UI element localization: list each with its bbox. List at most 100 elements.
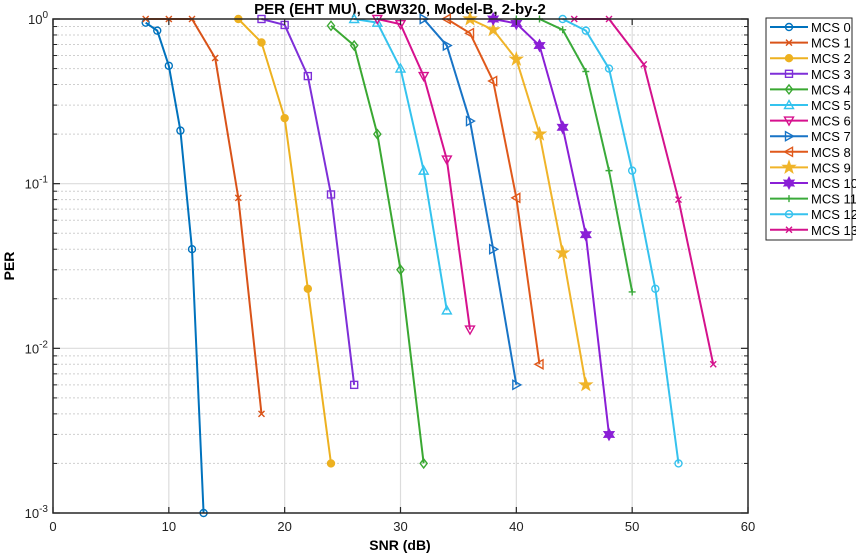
- data-point-marker: [303, 71, 313, 81]
- data-point-marker: [326, 190, 336, 199]
- series-line: [562, 18, 680, 464]
- x-tick-label: 50: [625, 519, 639, 534]
- data-point-marker: [784, 22, 794, 32]
- series-mcs-4: [326, 20, 429, 470]
- legend-label: MCS 4: [811, 82, 851, 97]
- y-tick-label: 100: [28, 10, 48, 27]
- data-point-marker: [579, 227, 592, 242]
- legend-item[interactable]: MCS 2: [770, 51, 851, 66]
- data-point-marker: [605, 167, 613, 175]
- legend-item[interactable]: MCS 6: [770, 114, 851, 129]
- data-point-marker: [303, 284, 313, 293]
- plot-area: [52, 10, 749, 518]
- legend-item[interactable]: MCS 11: [770, 192, 856, 207]
- axis-ticks: [52, 18, 749, 514]
- data-point-marker: [783, 99, 795, 110]
- data-point-marker: [280, 113, 289, 123]
- data-point-marker: [153, 26, 162, 35]
- data-point-marker: [258, 410, 265, 418]
- legend-label: MCS 13: [811, 223, 856, 238]
- series-mcs-5: [348, 13, 453, 315]
- data-point-marker: [782, 175, 796, 191]
- series-line: [377, 18, 471, 330]
- data-point-marker: [784, 83, 794, 96]
- data-point-marker: [512, 379, 523, 391]
- legend-item[interactable]: MCS 12: [770, 207, 856, 222]
- data-point-marker: [784, 69, 794, 79]
- legend-label: MCS 3: [811, 67, 851, 82]
- data-point-marker: [508, 51, 525, 66]
- legend-label: MCS 7: [811, 129, 851, 144]
- legend-label: MCS 0: [811, 20, 851, 35]
- legend-item[interactable]: MCS 13: [770, 223, 856, 238]
- data-point-marker: [581, 26, 591, 35]
- data-point-marker: [784, 130, 795, 142]
- x-axis-tick-labels: 0 10 20 30 40 50 60: [49, 519, 755, 534]
- legend-label: MCS 1: [811, 36, 851, 51]
- data-point-marker: [640, 60, 648, 68]
- data-point-marker: [783, 146, 794, 158]
- legend-item[interactable]: MCS 3: [770, 67, 851, 82]
- data-point-marker: [487, 75, 498, 87]
- data-point-marker: [582, 67, 590, 75]
- data-point-marker: [785, 39, 793, 47]
- x-tick-label: 60: [741, 519, 755, 534]
- data-point-marker: [785, 226, 793, 234]
- series-mcs-0: [141, 18, 208, 518]
- data-point-marker: [485, 21, 501, 37]
- series-line: [145, 21, 205, 514]
- x-tick-label: 0: [49, 519, 56, 534]
- data-point-marker: [257, 38, 266, 47]
- legend-item[interactable]: MCS 9: [770, 159, 851, 175]
- legend-label: MCS 2: [811, 51, 851, 66]
- data-point-marker: [442, 39, 453, 52]
- data-point-marker: [554, 244, 571, 260]
- series-line: [330, 24, 425, 464]
- legend-item[interactable]: MCS 8: [770, 145, 851, 160]
- data-point-marker: [709, 360, 717, 368]
- chart-title: PER (EHT MU), CBW320, Model-B, 2-by-2: [254, 1, 546, 18]
- data-point-marker: [783, 116, 795, 127]
- data-point-marker: [349, 380, 359, 390]
- data-point-marker: [234, 194, 242, 202]
- series-line: [261, 18, 356, 385]
- series-layer: [141, 10, 717, 518]
- data-point-marker: [488, 243, 500, 255]
- data-point-marker: [627, 166, 637, 175]
- legend-label: MCS 8: [811, 145, 851, 160]
- data-point-marker: [531, 125, 548, 141]
- legend-item[interactable]: MCS 7: [770, 129, 851, 144]
- x-tick-label: 30: [393, 519, 407, 534]
- y-axis-label: PER: [1, 252, 17, 281]
- data-point-marker: [578, 376, 594, 392]
- legend-item[interactable]: MCS 5: [770, 98, 851, 113]
- data-point-marker: [785, 195, 793, 203]
- data-point-marker: [674, 459, 683, 468]
- data-point-marker: [556, 120, 569, 135]
- legend-label: MCS 9: [811, 160, 851, 175]
- data-point-marker: [176, 126, 185, 135]
- legend-item[interactable]: MCS 0: [770, 20, 851, 35]
- data-point-marker: [326, 20, 336, 32]
- x-tick-label: 10: [162, 519, 176, 534]
- data-point-marker: [417, 71, 430, 83]
- data-point-marker: [441, 304, 453, 315]
- series-line: [422, 18, 518, 386]
- legend-label: MCS 11: [811, 192, 856, 207]
- legend-item[interactable]: MCS 10: [770, 175, 856, 191]
- data-point-marker: [394, 62, 407, 73]
- y-axis-tick-labels: 100 10-1 10-2 10-3: [25, 10, 49, 521]
- data-point-marker: [164, 61, 174, 70]
- legend-item[interactable]: MCS 4: [770, 82, 851, 97]
- data-point-marker: [464, 325, 476, 336]
- data-point-marker: [326, 459, 336, 468]
- legend-item[interactable]: MCS 1: [770, 36, 851, 51]
- legend-label: MCS 5: [811, 98, 851, 113]
- data-point-marker: [604, 64, 614, 73]
- data-point-marker: [533, 38, 546, 53]
- data-point-marker: [349, 39, 359, 52]
- data-point-marker: [372, 128, 382, 140]
- x-tick-label: 40: [509, 519, 523, 534]
- legend-label: MCS 6: [811, 114, 851, 129]
